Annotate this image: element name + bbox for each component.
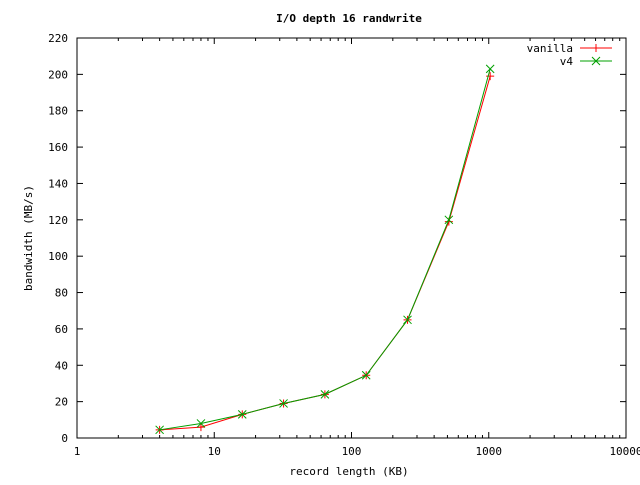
y-tick-label: 0	[61, 432, 68, 445]
plot-area: 0 20 40 60 80 100 120 140 160 180 200 220 1 10 100 1000…	[48, 32, 640, 458]
x-tick-label: 1	[74, 445, 81, 458]
legend-marker-v4	[591, 56, 601, 66]
data-point-vanilla	[196, 423, 205, 432]
y-tick-label: 60	[55, 323, 68, 336]
data-point-v4	[237, 410, 247, 419]
y-tick-label: 160	[48, 141, 68, 154]
legend-marker-vanilla	[592, 44, 600, 52]
y-tick-label: 120	[48, 214, 68, 227]
series-line-v4	[159, 68, 491, 431]
y-tick-label: 220	[48, 32, 68, 45]
x-axis-label: record length (KB)	[289, 465, 408, 478]
y-tick-label: 80	[55, 287, 68, 300]
data-point-v4	[403, 315, 412, 325]
plot-frame	[76, 37, 627, 439]
x-tick-label: 100	[342, 445, 362, 458]
legend-label-v4: v4	[560, 55, 574, 68]
y-tick-label: 200	[48, 68, 68, 81]
y-axis-label: bandwidth (MB/s)	[22, 185, 35, 291]
y-tick-label: 100	[48, 250, 68, 263]
data-point-v4	[155, 425, 164, 435]
data-point-v4	[196, 419, 206, 428]
data-point-v4	[485, 64, 495, 74]
y-tick-label: 180	[48, 105, 68, 118]
chart-title: I/O depth 16 randwrite	[276, 12, 422, 25]
y-tick-label: 140	[48, 177, 68, 190]
data-point-v4	[320, 390, 330, 399]
legend-label-vanilla: vanilla	[527, 42, 573, 55]
data-point-vanilla	[486, 72, 495, 81]
x-tick-label: 1000	[476, 445, 503, 458]
data-point-v4	[279, 399, 288, 408]
data-point-v4	[361, 370, 371, 380]
x-tick-label: 10000	[609, 445, 640, 458]
y-tick-label: 40	[55, 359, 68, 372]
x-tick-label: 10	[208, 445, 221, 458]
series-line-vanilla	[159, 76, 491, 431]
y-tick-label: 20	[55, 396, 68, 409]
data-point-v4	[444, 215, 454, 225]
